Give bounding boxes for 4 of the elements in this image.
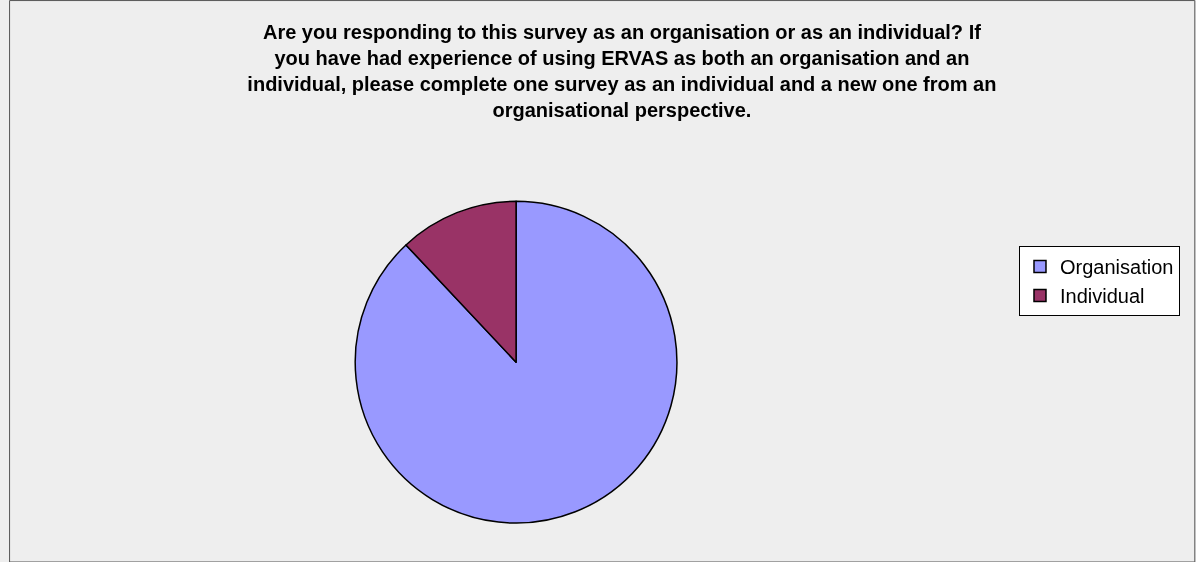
legend-label: Individual xyxy=(1059,285,1145,308)
legend-label: Organisation xyxy=(1059,256,1174,279)
pie-slice xyxy=(354,200,678,524)
chart-title: Are you responding to this survey as an organisation or as an individual? If you have had experience of using ERVAS as both an organisation and an individual, please complete one survey as an individual and a new one from an organisational perspective. xyxy=(247,21,997,122)
